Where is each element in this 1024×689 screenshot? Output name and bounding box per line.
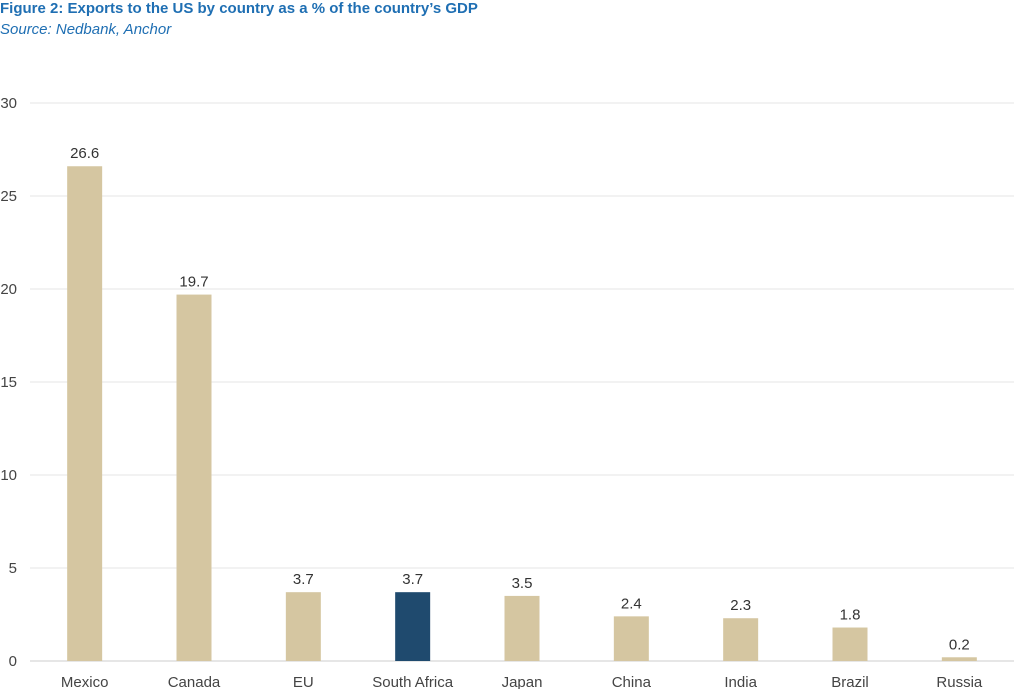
y-tick-label: 5	[9, 560, 17, 577]
data-label: 19.7	[179, 274, 208, 291]
x-axis-category-labels: Mexico Canada EU South Africa Japan China Indi…	[61, 674, 983, 689]
data-label: 1.8	[840, 607, 861, 624]
y-tick-label: 20	[0, 281, 17, 298]
chart-title: Figure 2: Exports to the US by country a…	[0, 0, 478, 17]
y-tick-label: 25	[0, 188, 17, 205]
bars	[67, 166, 977, 662]
bar-china	[613, 616, 649, 661]
data-label: 3.5	[512, 575, 533, 592]
bar-russia	[941, 657, 977, 661]
y-tick-label: 10	[0, 467, 17, 484]
y-tick-label: 15	[0, 374, 17, 391]
data-label: 3.7	[402, 571, 423, 588]
x-category-label: EU	[293, 674, 314, 689]
x-category-label: China	[612, 674, 652, 689]
x-category-label: Brazil	[831, 674, 869, 689]
x-category-label: India	[724, 674, 757, 689]
y-axis-tick-labels: 0 5 10 15 20 25 30	[0, 95, 17, 670]
y-tick-label: 30	[0, 95, 17, 112]
x-category-label: Japan	[502, 674, 543, 689]
chart-source: Source: Nedbank, Anchor	[0, 21, 172, 38]
data-label: 2.4	[621, 595, 642, 612]
y-tick-label: 0	[9, 653, 17, 670]
bar-canada	[176, 294, 212, 661]
data-label: 3.7	[293, 571, 314, 588]
bar-eu	[285, 592, 321, 661]
data-label: 0.2	[949, 636, 970, 653]
data-label: 26.6	[70, 145, 99, 162]
bar-south-africa	[395, 592, 431, 661]
x-category-label: South Africa	[372, 674, 454, 689]
bar-brazil	[832, 627, 868, 661]
bar-japan	[504, 595, 540, 661]
x-category-label: Canada	[168, 674, 221, 689]
x-category-label: Mexico	[61, 674, 109, 689]
bar-india	[723, 618, 759, 661]
bar-mexico	[67, 166, 103, 662]
x-category-label: Russia	[936, 674, 983, 689]
data-labels: 26.6 19.7 3.7 3.7 3.5 2.4 2.3 1.8 0.2	[70, 145, 970, 653]
data-label: 2.3	[730, 597, 751, 614]
